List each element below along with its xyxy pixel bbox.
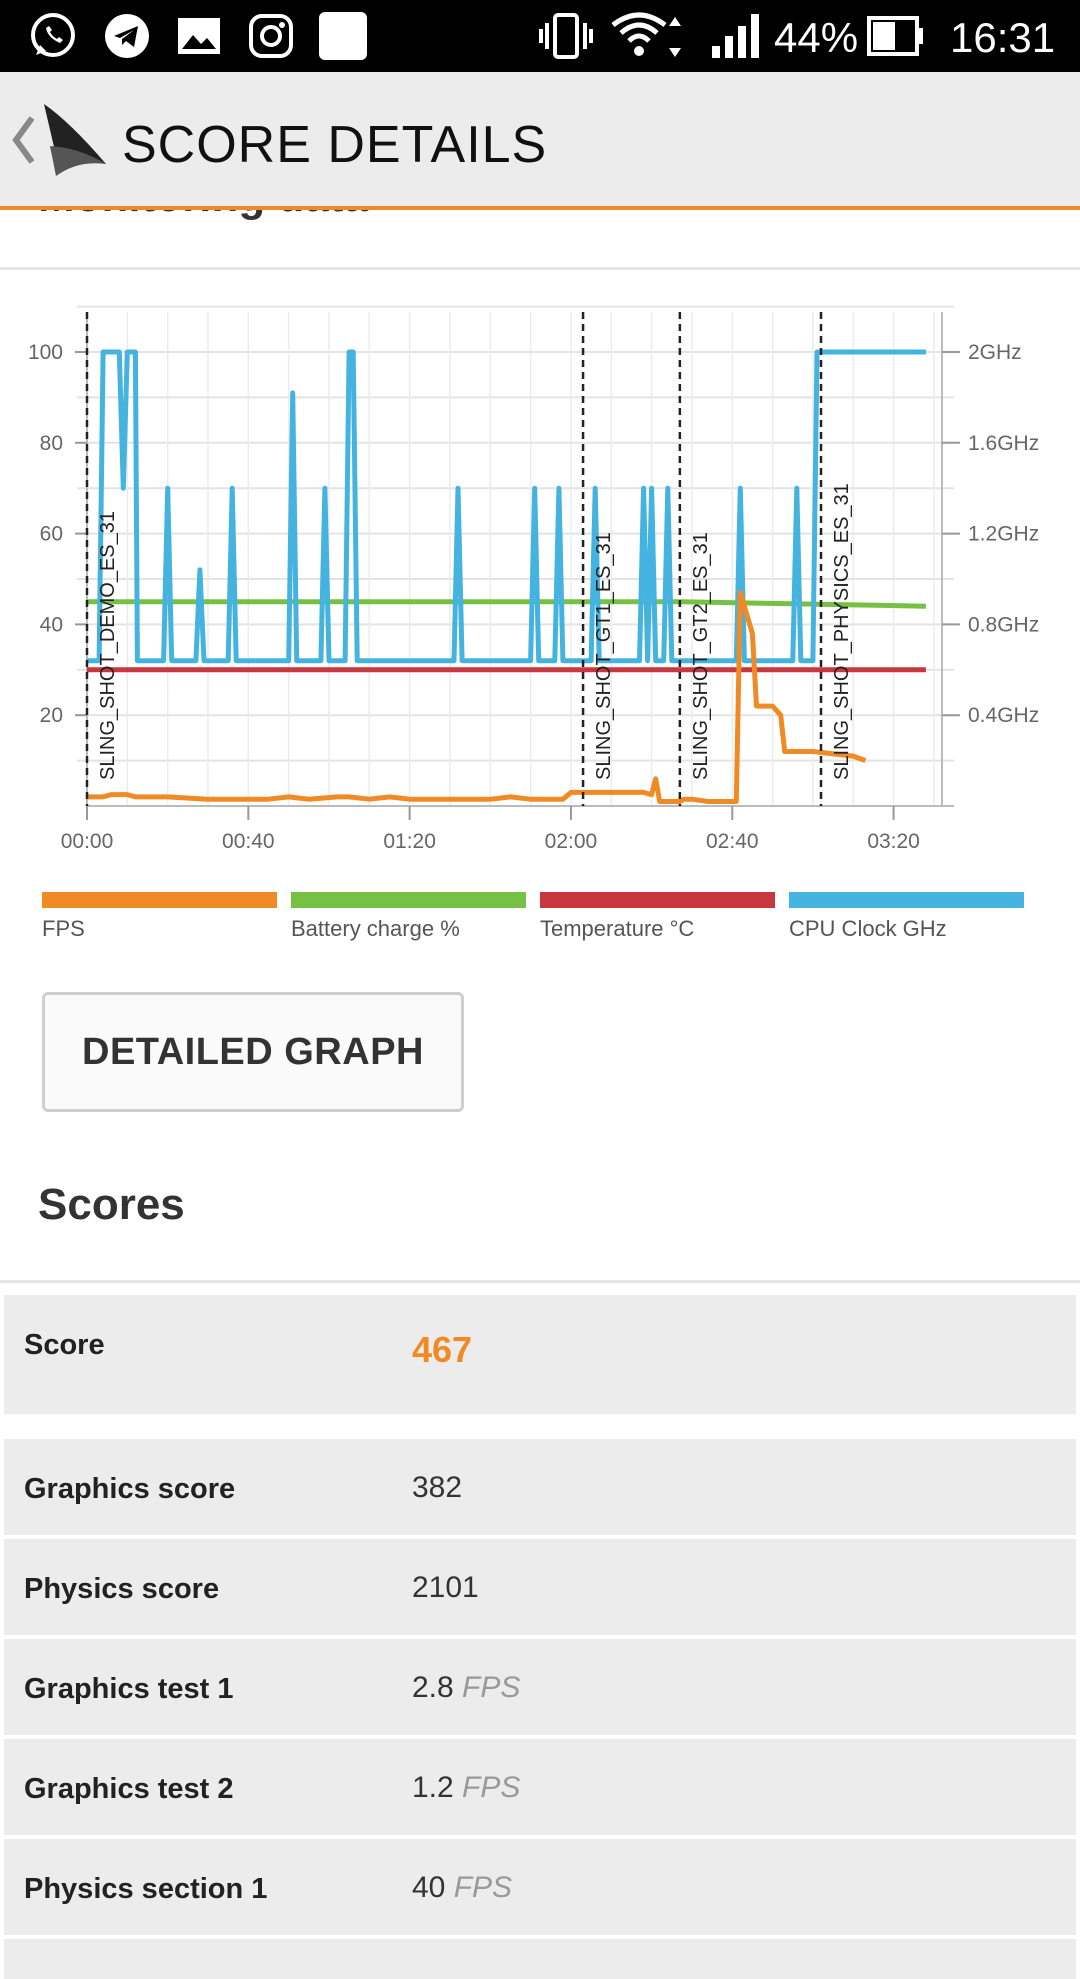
y-right-tick-label: 1.6GHz <box>968 432 1039 455</box>
score-row: Score 467 <box>4 1295 1076 1414</box>
score-row: Graphics score 382 <box>4 1439 1076 1535</box>
y-right-tick-label: 0.4GHz <box>968 704 1039 727</box>
x-tick-label: 01:20 <box>383 830 436 853</box>
telegram-icon <box>100 0 154 72</box>
legend-label: FPS <box>42 916 85 941</box>
x-tick-label: 03:20 <box>867 830 920 853</box>
legend-item: FPS <box>42 892 277 942</box>
legend-item: Temperature °C <box>540 892 775 942</box>
test-marker-label: SLING_SHOT_PHYSICS_ES_31 <box>831 483 853 780</box>
status-bar: 44% 16:31 <box>0 0 1080 72</box>
legend-label: Temperature °C <box>540 916 695 941</box>
test-marker-label: SLING_SHOT_GT1_ES_31 <box>593 532 615 780</box>
score-row-label: Graphics test 2 <box>24 1773 234 1805</box>
score-row-value: 1.2 FPS <box>412 1771 520 1805</box>
test-marker-label: SLING_SHOT_DEMO_ES_31 <box>97 511 119 780</box>
legend-swatch <box>42 892 277 908</box>
app-icon <box>316 0 370 72</box>
score-row: Graphics test 1 2.8 FPS <box>4 1639 1076 1735</box>
legend-label: CPU Clock GHz <box>789 916 947 941</box>
y-right-tick-label: 0.8GHz <box>968 613 1039 636</box>
score-row: Graphics test 2 1.2 FPS <box>4 1739 1076 1835</box>
vibrate-icon <box>536 0 596 72</box>
detailed-graph-button[interactable]: DETAILED GRAPH <box>42 992 464 1112</box>
score-row-value: 40 FPS <box>412 1871 512 1905</box>
score-row: Physics section 1 40 FPS <box>4 1839 1076 1935</box>
score-row-label: Graphics score <box>24 1473 236 1505</box>
monitoring-title: Monitoring data <box>38 210 368 222</box>
x-tick-label: 02:40 <box>706 830 759 853</box>
series-line-fps <box>87 590 867 804</box>
score-value-unit: FPS <box>445 1871 513 1904</box>
score-value-number: 467 <box>412 1329 473 1370</box>
score-value-unit: FPS <box>453 1671 521 1704</box>
x-tick-label: 00:00 <box>61 830 114 853</box>
legend-swatch <box>540 892 775 908</box>
score-row-value: 467 <box>412 1329 472 1371</box>
y-right-tick-label: 1.2GHz <box>968 523 1039 546</box>
legend-swatch <box>789 892 1024 908</box>
battery-icon <box>866 0 926 72</box>
score-value-number: 382 <box>412 1471 463 1504</box>
y-left-tick-label: 20 <box>40 704 63 727</box>
y-left-tick-label: 40 <box>40 613 63 636</box>
score-row-partial <box>4 1939 1076 1979</box>
instagram-icon <box>244 0 298 72</box>
monitoring-section-header: Monitoring data <box>0 210 1080 270</box>
scores-title: Scores <box>38 1180 185 1229</box>
3dmark-logo-icon <box>40 102 108 183</box>
test-marker-label: SLING_SHOT_GT2_ES_31 <box>690 532 712 780</box>
score-value-unit: FPS <box>453 1771 521 1804</box>
score-value-number: 2.8 <box>412 1671 454 1704</box>
y-left-tick-label: 60 <box>40 523 63 546</box>
score-row-value: 2101 <box>412 1571 479 1605</box>
legend-swatch <box>291 892 526 908</box>
monitoring-chart: 20 40 60 80 100 0.4GHz 0.8GHz 1.2GHz 1.6GHz 2GHz 0… <box>28 305 1039 853</box>
score-value-number: 1.2 <box>412 1771 454 1804</box>
score-value-number: 2101 <box>412 1571 479 1604</box>
scores-list: Score 467 Graphics score 382 Physics score 21… <box>0 1280 1080 1979</box>
whatsapp-icon <box>26 0 80 72</box>
score-row-label: Physics score <box>24 1573 220 1605</box>
app-bar: SCORE DETAILS <box>0 72 1080 210</box>
gallery-icon <box>172 0 226 72</box>
score-row-value: 2.8 FPS <box>412 1671 520 1705</box>
x-tick-label: 00:40 <box>222 830 275 853</box>
y-right-tick-label: 2GHz <box>968 341 1022 364</box>
score-row: Physics score 2101 <box>4 1539 1076 1635</box>
battery-percent: 44% <box>774 14 859 61</box>
signal-icon <box>708 0 764 72</box>
clock: 16:31 <box>950 14 1056 61</box>
legend-item: Battery charge % <box>291 892 526 942</box>
score-row-value: 382 <box>412 1471 462 1505</box>
back-chevron-icon[interactable] <box>8 112 38 173</box>
wifi-icon <box>610 0 686 72</box>
legend-item: CPU Clock GHz <box>789 892 1024 942</box>
series-line-cpu-clock-ghz <box>87 349 926 664</box>
x-tick-label: 02:00 <box>545 830 598 853</box>
y-left-tick-label: 100 <box>28 341 63 364</box>
score-row-label: Physics section 1 <box>24 1873 268 1905</box>
score-row-label: Score <box>24 1329 105 1361</box>
y-left-tick-label: 80 <box>40 432 63 455</box>
score-row-label: Graphics test 1 <box>24 1673 234 1705</box>
page-title: SCORE DETAILS <box>122 116 548 174</box>
legend-label: Battery charge % <box>291 916 460 941</box>
score-value-number: 40 <box>412 1871 446 1904</box>
